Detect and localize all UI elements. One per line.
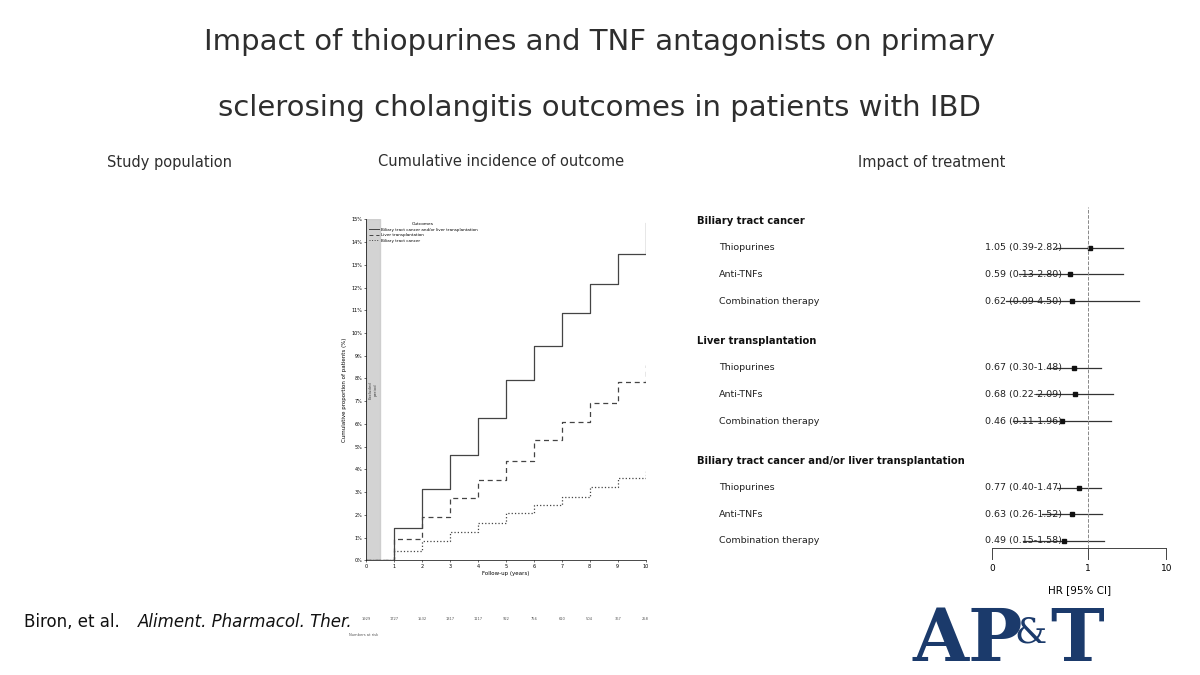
Text: HR [95% CI]: HR [95% CI] [1048, 585, 1111, 595]
Text: Cumulative incidence of outcome: Cumulative incidence of outcome [378, 155, 624, 169]
Bar [366, 219, 380, 560]
Text: Anti-TNFs: Anti-TNFs [719, 270, 763, 279]
Text: Thiopurines: Thiopurines [719, 483, 775, 492]
Text: Combination therapy: Combination therapy [719, 416, 820, 425]
Legend: Biliary tract cancer and/or liver transplantation, Liver transplantation, Biliar: Biliary tract cancer and/or liver transp… [367, 220, 480, 244]
Text: Thiopurines: Thiopurines [719, 363, 775, 372]
Text: Excluded
period: Excluded period [368, 381, 377, 399]
X-axis label: Follow-up (years): Follow-up (years) [482, 572, 529, 576]
Text: 756: 756 [530, 617, 538, 621]
Text: Thiopurines: Thiopurines [719, 243, 775, 252]
Text: &: & [1014, 616, 1046, 649]
Text: Anti-TNFs: Anti-TNFs [719, 510, 763, 519]
Text: Aliment. Pharmacol. Ther.: Aliment. Pharmacol. Ther. [138, 613, 353, 631]
Text: Combination therapy: Combination therapy [719, 296, 820, 306]
Text: 1.05 (0.39-2.82): 1.05 (0.39-2.82) [985, 243, 1062, 252]
Text: 0.59 (0.13-2.80): 0.59 (0.13-2.80) [985, 270, 1062, 279]
Text: 10: 10 [1160, 564, 1172, 572]
Text: 258: 258 [642, 617, 649, 621]
Text: Impact of treatment: Impact of treatment [858, 155, 1006, 169]
Text: T: T [1050, 605, 1104, 675]
Text: 0.77 (0.40-1.47): 0.77 (0.40-1.47) [985, 483, 1062, 492]
Text: 0.67 (0.30-1.48): 0.67 (0.30-1.48) [985, 363, 1062, 372]
Text: 1929: 1929 [361, 617, 371, 621]
Text: 1: 1 [1085, 564, 1091, 572]
Text: 1117: 1117 [473, 617, 482, 621]
Text: 0.46 (0.11-1.96): 0.46 (0.11-1.96) [985, 416, 1062, 425]
Text: 504: 504 [586, 617, 593, 621]
Text: 0.49 (0.15-1.58): 0.49 (0.15-1.58) [985, 537, 1062, 545]
Text: Anti-TNFs: Anti-TNFs [719, 390, 763, 399]
Text: Numbers at risk: Numbers at risk [349, 633, 378, 637]
Text: 1532: 1532 [418, 617, 426, 621]
Text: 1317: 1317 [445, 617, 455, 621]
Text: 0: 0 [989, 564, 995, 572]
Text: 367: 367 [614, 617, 622, 621]
Text: 0.62 (0.09-4.50): 0.62 (0.09-4.50) [985, 296, 1062, 306]
Text: 610: 610 [558, 617, 565, 621]
Text: Biron, et al.: Biron, et al. [24, 613, 125, 631]
Text: 1727: 1727 [390, 617, 398, 621]
Y-axis label: Cumulative proportion of patients (%): Cumulative proportion of patients (%) [342, 338, 348, 442]
Text: Impact of thiopurines and TNF antagonists on primary: Impact of thiopurines and TNF antagonist… [204, 28, 996, 55]
Text: 0.63 (0.26-1.52): 0.63 (0.26-1.52) [985, 510, 1062, 519]
Text: 0.68 (0.22-2.09): 0.68 (0.22-2.09) [985, 390, 1062, 399]
Text: sclerosing cholangitis outcomes in patients with IBD: sclerosing cholangitis outcomes in patie… [218, 94, 982, 122]
Text: 1929  patients  identified
with  Primary  Sclerosing
Cholangitis and IBD

Based : 1929 patients identified with Primary Sc… [36, 239, 228, 456]
Text: Biliary tract cancer and/or liver transplantation: Biliary tract cancer and/or liver transp… [697, 456, 965, 466]
Text: AP: AP [912, 605, 1022, 675]
Text: Combination therapy: Combination therapy [719, 537, 820, 545]
Text: Liver transplantation: Liver transplantation [697, 335, 817, 346]
Text: Biliary tract cancer: Biliary tract cancer [697, 216, 805, 226]
Text: 922: 922 [503, 617, 509, 621]
Text: Study population: Study population [107, 155, 232, 169]
